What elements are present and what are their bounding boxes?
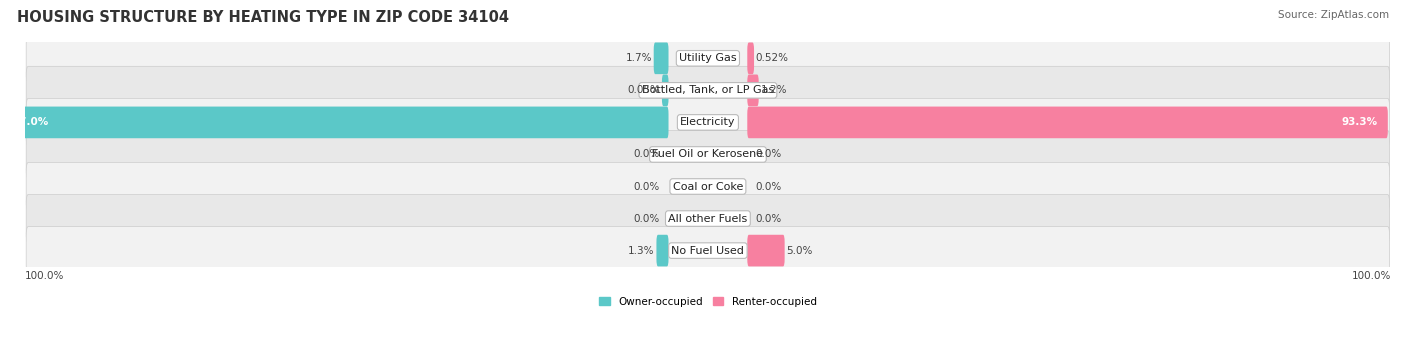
Text: 0.0%: 0.0%	[634, 213, 659, 224]
Text: Utility Gas: Utility Gas	[679, 53, 737, 63]
Legend: Owner-occupied, Renter-occupied: Owner-occupied, Renter-occupied	[595, 293, 821, 311]
Text: 97.0%: 97.0%	[13, 117, 49, 128]
Text: 0.0%: 0.0%	[755, 213, 782, 224]
Text: 0.52%: 0.52%	[756, 53, 789, 63]
Text: 5.0%: 5.0%	[786, 246, 813, 256]
FancyBboxPatch shape	[27, 194, 1389, 242]
Text: 93.3%: 93.3%	[1341, 117, 1378, 128]
FancyBboxPatch shape	[748, 43, 754, 74]
FancyBboxPatch shape	[748, 235, 785, 266]
Text: Fuel Oil or Kerosene: Fuel Oil or Kerosene	[652, 149, 763, 160]
Text: 0.0%: 0.0%	[755, 149, 782, 160]
FancyBboxPatch shape	[27, 226, 1389, 275]
Text: 1.3%: 1.3%	[628, 246, 655, 256]
Text: 1.7%: 1.7%	[626, 53, 652, 63]
Text: 0.0%: 0.0%	[755, 181, 782, 192]
Text: 100.0%: 100.0%	[25, 271, 65, 281]
Text: 0.0%: 0.0%	[634, 181, 659, 192]
Text: HOUSING STRUCTURE BY HEATING TYPE IN ZIP CODE 34104: HOUSING STRUCTURE BY HEATING TYPE IN ZIP…	[17, 10, 509, 25]
FancyBboxPatch shape	[654, 43, 668, 74]
Text: 0.0%: 0.0%	[634, 149, 659, 160]
FancyBboxPatch shape	[657, 235, 668, 266]
Text: Bottled, Tank, or LP Gas: Bottled, Tank, or LP Gas	[641, 85, 775, 95]
Text: No Fuel Used: No Fuel Used	[672, 246, 744, 256]
Text: Coal or Coke: Coal or Coke	[672, 181, 744, 192]
Text: All other Fuels: All other Fuels	[668, 213, 748, 224]
FancyBboxPatch shape	[27, 34, 1389, 82]
Text: 100.0%: 100.0%	[1351, 271, 1391, 281]
FancyBboxPatch shape	[748, 107, 1388, 138]
Text: 0.05%: 0.05%	[627, 85, 659, 95]
FancyBboxPatch shape	[27, 66, 1389, 114]
FancyBboxPatch shape	[27, 98, 1389, 146]
FancyBboxPatch shape	[748, 75, 759, 106]
FancyBboxPatch shape	[27, 130, 1389, 178]
Text: 1.2%: 1.2%	[761, 85, 787, 95]
Text: Source: ZipAtlas.com: Source: ZipAtlas.com	[1278, 10, 1389, 20]
Text: Electricity: Electricity	[681, 117, 735, 128]
FancyBboxPatch shape	[662, 75, 668, 106]
FancyBboxPatch shape	[27, 162, 1389, 210]
FancyBboxPatch shape	[3, 107, 668, 138]
